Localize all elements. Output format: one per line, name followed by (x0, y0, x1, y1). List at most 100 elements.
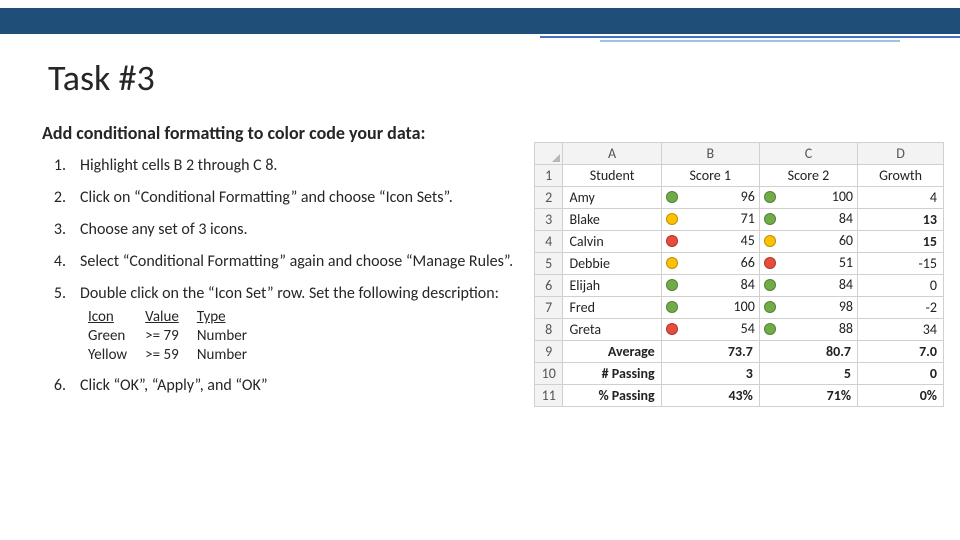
cell[interactable]: Score 2 (759, 165, 857, 187)
step-num: 1. (42, 150, 80, 182)
ivt-cell: >= 79 (145, 327, 197, 346)
cell[interactable]: 66 (661, 253, 759, 275)
cell[interactable]: 96 (661, 187, 759, 209)
ivt-cell: Yellow (88, 346, 145, 365)
cell[interactable]: 0% (858, 385, 944, 407)
col-header[interactable]: B (661, 143, 759, 165)
traffic-light-icon (666, 257, 678, 269)
traffic-light-icon (764, 213, 776, 225)
cell[interactable]: -15 (858, 253, 944, 275)
ivt-header: Type (197, 308, 265, 327)
cell[interactable]: % Passing (563, 385, 661, 407)
cell[interactable]: 13 (858, 209, 944, 231)
traffic-light-icon (764, 301, 776, 313)
row-header[interactable]: 5 (535, 253, 563, 275)
traffic-light-icon (764, 191, 776, 203)
ivt-cell: Number (197, 346, 265, 365)
cell[interactable]: 0 (858, 363, 944, 385)
cell[interactable]: 71 (661, 209, 759, 231)
row-header[interactable]: 6 (535, 275, 563, 297)
traffic-light-icon (666, 213, 678, 225)
cell[interactable]: 43% (661, 385, 759, 407)
cell[interactable]: Growth (858, 165, 944, 187)
step-num: 5. (42, 278, 80, 370)
cell[interactable]: 71% (759, 385, 857, 407)
traffic-light-icon (666, 235, 678, 247)
row-header[interactable]: 1 (535, 165, 563, 187)
cell[interactable]: 84 (759, 275, 857, 297)
traffic-light-icon (764, 323, 776, 335)
step-text: Click on “Conditional Formatting” and ch… (80, 182, 513, 214)
icon-value-type-table: Icon Value Type Green >= 79 Number Yello… (88, 308, 265, 364)
row-header[interactable]: 2 (535, 187, 563, 209)
cell[interactable]: Score 1 (661, 165, 759, 187)
cell[interactable]: Amy (563, 187, 661, 209)
traffic-light-icon (764, 257, 776, 269)
cell[interactable]: # Passing (563, 363, 661, 385)
step-num: 6. (42, 370, 80, 402)
cell[interactable]: -2 (858, 297, 944, 319)
row-header[interactable]: 3 (535, 209, 563, 231)
cell[interactable]: 0 (858, 275, 944, 297)
cell[interactable]: 45 (661, 231, 759, 253)
traffic-light-icon (666, 301, 678, 313)
cell[interactable]: 51 (759, 253, 857, 275)
cell[interactable]: Greta (563, 319, 661, 341)
cell[interactable]: Blake (563, 209, 661, 231)
cell[interactable]: Debbie (563, 253, 661, 275)
cell[interactable]: Elijah (563, 275, 661, 297)
traffic-light-icon (666, 279, 678, 291)
row-header[interactable]: 9 (535, 341, 563, 363)
step-num: 2. (42, 182, 80, 214)
row-header[interactable]: 11 (535, 385, 563, 407)
cell[interactable]: 34 (858, 319, 944, 341)
cell[interactable]: Student (563, 165, 661, 187)
traffic-light-icon (764, 279, 776, 291)
ivt-header: Icon (88, 308, 145, 327)
traffic-light-icon (764, 235, 776, 247)
step-text: Select “Conditional Formatting” again an… (80, 246, 513, 278)
step-text: Double click on the “Icon Set” row. Set … (80, 278, 513, 370)
traffic-light-icon (666, 191, 678, 203)
row-header[interactable]: 8 (535, 319, 563, 341)
cell[interactable]: 84 (759, 209, 857, 231)
col-header[interactable]: A (563, 143, 661, 165)
page-title: Task #3 (48, 56, 155, 100)
cell[interactable]: Calvin (563, 231, 661, 253)
cell[interactable]: 5 (759, 363, 857, 385)
steps-list: 1. Highlight cells B 2 through C 8. 2. C… (42, 150, 522, 402)
ivt-cell: Green (88, 327, 145, 346)
row-header[interactable]: 4 (535, 231, 563, 253)
ivt-header: Value (145, 308, 197, 327)
row-header[interactable]: 7 (535, 297, 563, 319)
cell[interactable]: 54 (661, 319, 759, 341)
col-header[interactable]: C (759, 143, 857, 165)
cell[interactable]: 7.0 (858, 341, 944, 363)
ivt-cell: Number (197, 327, 265, 346)
step-text: Choose any set of 3 icons. (80, 214, 513, 246)
cell[interactable]: 98 (759, 297, 857, 319)
step-num: 3. (42, 214, 80, 246)
cell[interactable]: 88 (759, 319, 857, 341)
cell[interactable]: Fred (563, 297, 661, 319)
traffic-light-icon (666, 323, 678, 335)
spreadsheet: A B C D 1 Student Score 1 Score 2 Growth… (534, 142, 944, 407)
cell[interactable]: 84 (661, 275, 759, 297)
cell[interactable]: 15 (858, 231, 944, 253)
row-header[interactable]: 10 (535, 363, 563, 385)
cell[interactable]: 3 (661, 363, 759, 385)
header-banner (0, 0, 960, 42)
col-header[interactable]: D (858, 143, 944, 165)
cell[interactable]: 100 (661, 297, 759, 319)
select-all-corner[interactable] (535, 143, 563, 165)
cell[interactable]: Average (563, 341, 661, 363)
cell[interactable]: 4 (858, 187, 944, 209)
step-num: 4. (42, 246, 80, 278)
cell[interactable]: 73.7 (661, 341, 759, 363)
subtitle: Add conditional formatting to color code… (42, 122, 425, 144)
step-text: Highlight cells B 2 through C 8. (80, 150, 513, 182)
cell[interactable]: 60 (759, 231, 857, 253)
cell[interactable]: 100 (759, 187, 857, 209)
ivt-cell: >= 59 (145, 346, 197, 365)
cell[interactable]: 80.7 (759, 341, 857, 363)
